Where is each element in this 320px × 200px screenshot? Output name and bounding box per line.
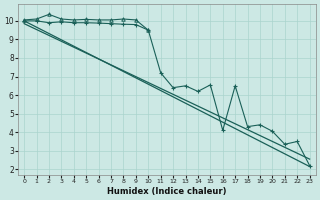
X-axis label: Humidex (Indice chaleur): Humidex (Indice chaleur) [107,187,227,196]
